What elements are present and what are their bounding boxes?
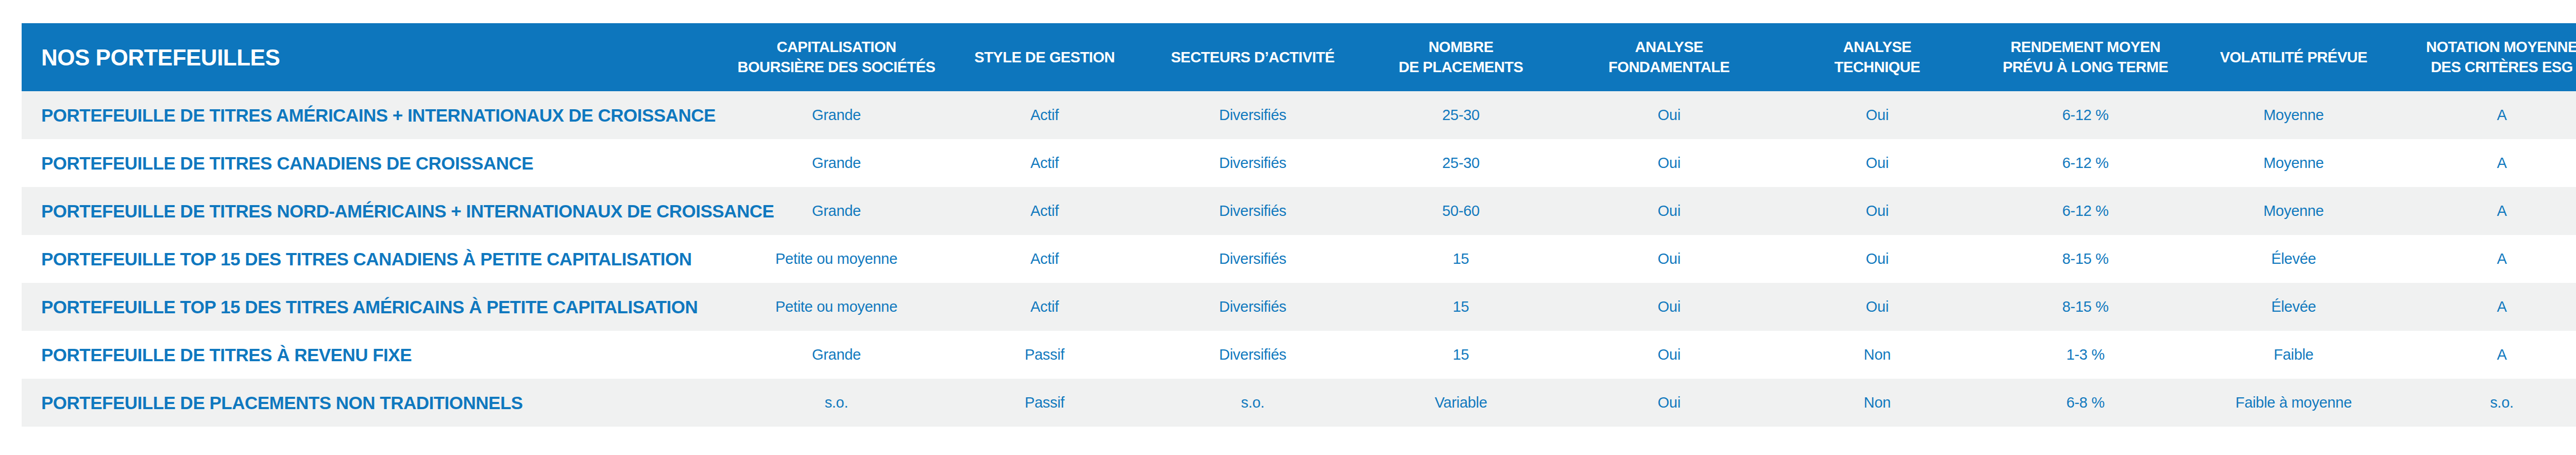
- cell-value: Actif: [940, 139, 1148, 187]
- portfolio-name: PORTEFEUILLE DE TITRES CANADIENS DE CROI…: [22, 139, 732, 187]
- cell-value: Diversifiés: [1149, 187, 1357, 235]
- portfolios-table-container: NOS PORTEFEUILLES CAPITALISATION BOURSIÈ…: [22, 23, 2576, 427]
- table-title: NOS PORTEFEUILLES: [22, 23, 732, 91]
- table-row: PORTEFEUILLE DE TITRES À REVENU FIXE Gra…: [22, 331, 2576, 379]
- portfolio-name: PORTEFEUILLE TOP 15 DES TITRES CANADIENS…: [22, 235, 732, 283]
- cell-value: Actif: [940, 91, 1148, 139]
- column-header-volatilite: VOLATILITÉ PRÉVUE: [2190, 23, 2398, 91]
- cell-value: Grande: [732, 331, 940, 379]
- portfolio-name: PORTEFEUILLE DE TITRES AMÉRICAINS + INTE…: [22, 91, 732, 139]
- cell-value: Grande: [732, 91, 940, 139]
- cell-value: Grande: [732, 139, 940, 187]
- cell-value: Petite ou moyenne: [732, 283, 940, 331]
- cell-value: Passif: [940, 331, 1148, 379]
- cell-value: 15: [1357, 331, 1565, 379]
- portfolio-name: PORTEFEUILLE TOP 15 DES TITRES AMÉRICAIN…: [22, 283, 732, 331]
- cell-value: A: [2398, 331, 2576, 379]
- cell-value: Oui: [1565, 331, 1773, 379]
- cell-value: Petite ou moyenne: [732, 235, 940, 283]
- header-row: NOS PORTEFEUILLES CAPITALISATION BOURSIÈ…: [22, 23, 2576, 91]
- column-header-notation-esg: NOTATION MOYENNE DES CRITÈRES ESG: [2398, 23, 2576, 91]
- column-header-secteurs: SECTEURS D’ACTIVITÉ: [1149, 23, 1357, 91]
- cell-value: Passif: [940, 379, 1148, 427]
- cell-value: Variable: [1357, 379, 1565, 427]
- column-header-capitalisation: CAPITALISATION BOURSIÈRE DES SOCIÉTÉS: [732, 23, 940, 91]
- cell-value: A: [2398, 283, 2576, 331]
- cell-value: Diversifiés: [1149, 235, 1357, 283]
- table-row: PORTEFEUILLE TOP 15 DES TITRES AMÉRICAIN…: [22, 283, 2576, 331]
- cell-value: Oui: [1565, 235, 1773, 283]
- cell-value: 25-30: [1357, 91, 1565, 139]
- cell-value: Non: [1773, 331, 1981, 379]
- cell-value: Oui: [1565, 379, 1773, 427]
- table-body: PORTEFEUILLE DE TITRES AMÉRICAINS + INTE…: [22, 91, 2576, 427]
- cell-value: 25-30: [1357, 139, 1565, 187]
- cell-value: A: [2398, 187, 2576, 235]
- cell-value: 50-60: [1357, 187, 1565, 235]
- cell-value: s.o.: [1149, 379, 1357, 427]
- column-header-nombre-placements: NOMBRE DE PLACEMENTS: [1357, 23, 1565, 91]
- cell-value: Oui: [1773, 187, 1981, 235]
- table-row: PORTEFEUILLE DE PLACEMENTS NON TRADITION…: [22, 379, 2576, 427]
- column-header-analyse-technique: ANALYSE TECHNIQUE: [1773, 23, 1981, 91]
- cell-value: Moyenne: [2190, 139, 2398, 187]
- cell-value: Actif: [940, 187, 1148, 235]
- page: NOS PORTEFEUILLES CAPITALISATION BOURSIÈ…: [0, 0, 2576, 455]
- cell-value: Moyenne: [2190, 187, 2398, 235]
- cell-value: Diversifiés: [1149, 91, 1357, 139]
- cell-value: 15: [1357, 283, 1565, 331]
- cell-value: A: [2398, 139, 2576, 187]
- cell-value: 6-8 %: [1981, 379, 2190, 427]
- table-row: PORTEFEUILLE DE TITRES NORD-AMÉRICAINS +…: [22, 187, 2576, 235]
- table-row: PORTEFEUILLE DE TITRES AMÉRICAINS + INTE…: [22, 91, 2576, 139]
- cell-value: Oui: [1773, 235, 1981, 283]
- cell-value: A: [2398, 91, 2576, 139]
- cell-value: Oui: [1773, 139, 1981, 187]
- cell-value: Diversifiés: [1149, 331, 1357, 379]
- cell-value: Oui: [1773, 91, 1981, 139]
- cell-value: Diversifiés: [1149, 283, 1357, 331]
- cell-value: Faible à moyenne: [2190, 379, 2398, 427]
- cell-value: 8-15 %: [1981, 235, 2190, 283]
- cell-value: Oui: [1565, 187, 1773, 235]
- cell-value: s.o.: [2398, 379, 2576, 427]
- cell-value: Actif: [940, 283, 1148, 331]
- table-row: PORTEFEUILLE DE TITRES CANADIENS DE CROI…: [22, 139, 2576, 187]
- cell-value: A: [2398, 235, 2576, 283]
- cell-value: Faible: [2190, 331, 2398, 379]
- cell-value: s.o.: [732, 379, 940, 427]
- cell-value: 6-12 %: [1981, 91, 2190, 139]
- portfolio-name: PORTEFEUILLE DE PLACEMENTS NON TRADITION…: [22, 379, 732, 427]
- cell-value: Élevée: [2190, 283, 2398, 331]
- column-header-rendement: RENDEMENT MOYEN PRÉVU À LONG TERME: [1981, 23, 2190, 91]
- cell-value: Diversifiés: [1149, 139, 1357, 187]
- table-row: PORTEFEUILLE TOP 15 DES TITRES CANADIENS…: [22, 235, 2576, 283]
- cell-value: 1-3 %: [1981, 331, 2190, 379]
- table-header: NOS PORTEFEUILLES CAPITALISATION BOURSIÈ…: [22, 23, 2576, 91]
- cell-value: Oui: [1565, 91, 1773, 139]
- portfolio-name: PORTEFEUILLE DE TITRES NORD-AMÉRICAINS +…: [22, 187, 732, 235]
- cell-value: 6-12 %: [1981, 139, 2190, 187]
- portfolios-table: NOS PORTEFEUILLES CAPITALISATION BOURSIÈ…: [22, 23, 2576, 427]
- cell-value: Non: [1773, 379, 1981, 427]
- column-header-style-gestion: STYLE DE GESTION: [940, 23, 1148, 91]
- cell-value: 15: [1357, 235, 1565, 283]
- cell-value: Oui: [1565, 283, 1773, 331]
- cell-value: Oui: [1773, 283, 1981, 331]
- cell-value: Élevée: [2190, 235, 2398, 283]
- cell-value: Moyenne: [2190, 91, 2398, 139]
- column-header-analyse-fondamentale: ANALYSE FONDAMENTALE: [1565, 23, 1773, 91]
- cell-value: 8-15 %: [1981, 283, 2190, 331]
- cell-value: 6-12 %: [1981, 187, 2190, 235]
- cell-value: Oui: [1565, 139, 1773, 187]
- portfolio-name: PORTEFEUILLE DE TITRES À REVENU FIXE: [22, 331, 732, 379]
- cell-value: Actif: [940, 235, 1148, 283]
